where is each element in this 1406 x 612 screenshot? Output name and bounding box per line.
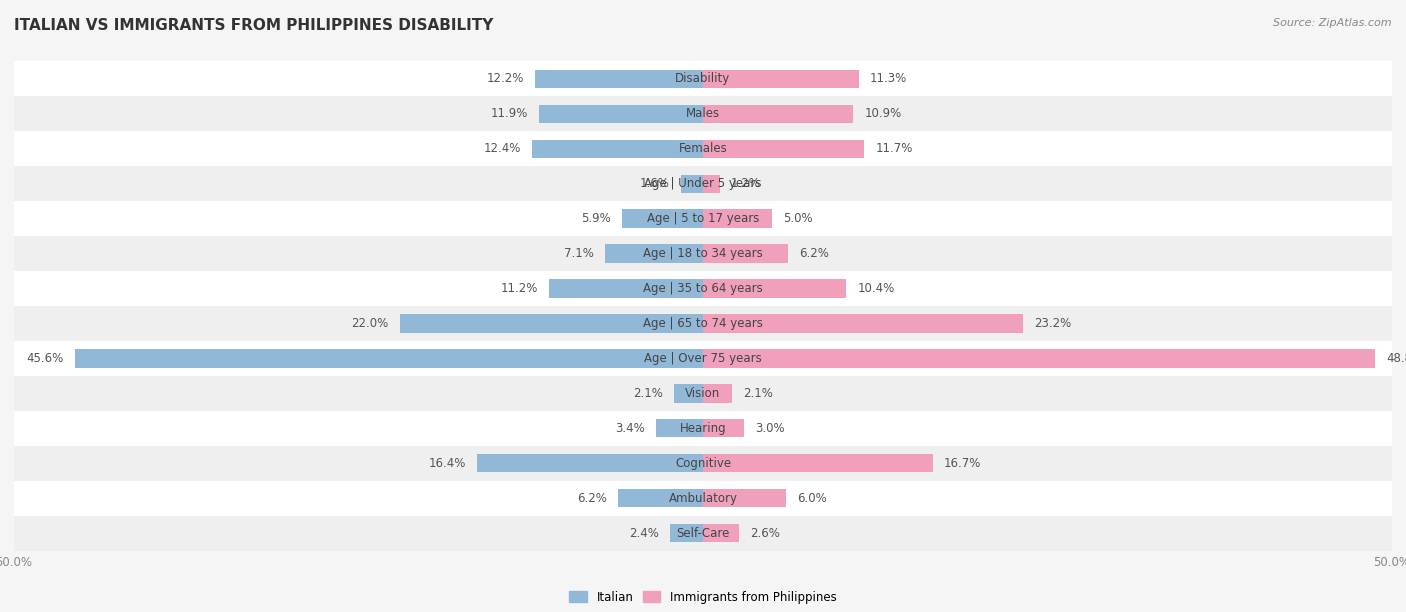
Text: 45.6%: 45.6% <box>27 352 63 365</box>
Bar <box>703 244 789 263</box>
Text: Age | Over 75 years: Age | Over 75 years <box>644 352 762 365</box>
Text: 5.9%: 5.9% <box>581 212 610 225</box>
Bar <box>75 349 703 368</box>
Text: 1.6%: 1.6% <box>640 177 669 190</box>
Bar <box>657 419 703 438</box>
Text: Age | 5 to 17 years: Age | 5 to 17 years <box>647 212 759 225</box>
Text: 2.1%: 2.1% <box>633 387 664 400</box>
Bar <box>703 384 733 403</box>
Bar <box>14 446 1392 481</box>
Text: 6.0%: 6.0% <box>797 492 827 505</box>
Text: Males: Males <box>686 107 720 120</box>
Text: 22.0%: 22.0% <box>352 317 389 330</box>
Bar <box>703 524 738 542</box>
Bar <box>673 384 703 403</box>
Text: Self-Care: Self-Care <box>676 527 730 540</box>
Text: 10.9%: 10.9% <box>865 107 901 120</box>
Bar <box>703 105 853 123</box>
Bar <box>538 105 703 123</box>
Bar <box>14 61 1392 96</box>
Bar <box>703 454 934 472</box>
Legend: Italian, Immigrants from Philippines: Italian, Immigrants from Philippines <box>565 586 841 608</box>
Text: 16.7%: 16.7% <box>945 457 981 470</box>
Bar <box>14 236 1392 271</box>
Bar <box>605 244 703 263</box>
Text: Age | 65 to 74 years: Age | 65 to 74 years <box>643 317 763 330</box>
Text: 6.2%: 6.2% <box>576 492 606 505</box>
Bar <box>14 341 1392 376</box>
Bar <box>703 70 859 88</box>
Bar <box>14 411 1392 446</box>
Text: 5.0%: 5.0% <box>783 212 813 225</box>
Text: Disability: Disability <box>675 72 731 85</box>
Text: 7.1%: 7.1% <box>564 247 595 260</box>
Bar <box>14 516 1392 551</box>
Text: 2.6%: 2.6% <box>749 527 780 540</box>
Text: Cognitive: Cognitive <box>675 457 731 470</box>
Bar <box>703 140 865 158</box>
Text: 11.2%: 11.2% <box>501 282 537 295</box>
Bar <box>14 201 1392 236</box>
Bar <box>477 454 703 472</box>
Text: 16.4%: 16.4% <box>429 457 465 470</box>
Bar <box>617 489 703 507</box>
Bar <box>703 280 846 297</box>
Bar <box>14 271 1392 306</box>
Text: 23.2%: 23.2% <box>1033 317 1071 330</box>
Bar <box>703 209 772 228</box>
Text: Age | Under 5 years: Age | Under 5 years <box>644 177 762 190</box>
Bar <box>703 419 744 438</box>
Text: 1.2%: 1.2% <box>731 177 761 190</box>
Text: Ambulatory: Ambulatory <box>668 492 738 505</box>
Text: 10.4%: 10.4% <box>858 282 894 295</box>
Bar <box>534 70 703 88</box>
Text: 6.2%: 6.2% <box>800 247 830 260</box>
Bar <box>669 524 703 542</box>
Bar <box>548 280 703 297</box>
Text: 11.3%: 11.3% <box>870 72 907 85</box>
Text: Females: Females <box>679 142 727 155</box>
Bar <box>621 209 703 228</box>
Bar <box>14 306 1392 341</box>
Bar <box>14 96 1392 131</box>
Bar <box>14 376 1392 411</box>
Bar <box>14 481 1392 516</box>
Text: ITALIAN VS IMMIGRANTS FROM PHILIPPINES DISABILITY: ITALIAN VS IMMIGRANTS FROM PHILIPPINES D… <box>14 18 494 34</box>
Text: 2.1%: 2.1% <box>742 387 773 400</box>
Text: 11.9%: 11.9% <box>491 107 529 120</box>
Text: 12.2%: 12.2% <box>486 72 524 85</box>
Bar <box>681 174 703 193</box>
Text: 11.7%: 11.7% <box>875 142 912 155</box>
Bar <box>531 140 703 158</box>
Bar <box>14 131 1392 166</box>
Text: Age | 18 to 34 years: Age | 18 to 34 years <box>643 247 763 260</box>
Text: 3.0%: 3.0% <box>755 422 785 435</box>
Text: Vision: Vision <box>685 387 721 400</box>
Text: 2.4%: 2.4% <box>628 527 659 540</box>
Text: 12.4%: 12.4% <box>484 142 522 155</box>
Bar <box>703 489 786 507</box>
Text: 48.8%: 48.8% <box>1386 352 1406 365</box>
Text: Source: ZipAtlas.com: Source: ZipAtlas.com <box>1274 18 1392 28</box>
Bar <box>14 166 1392 201</box>
Bar <box>703 174 720 193</box>
Bar <box>703 315 1022 332</box>
Bar <box>703 349 1375 368</box>
Text: 3.4%: 3.4% <box>616 422 645 435</box>
Text: Hearing: Hearing <box>679 422 727 435</box>
Bar <box>399 315 703 332</box>
Text: Age | 35 to 64 years: Age | 35 to 64 years <box>643 282 763 295</box>
